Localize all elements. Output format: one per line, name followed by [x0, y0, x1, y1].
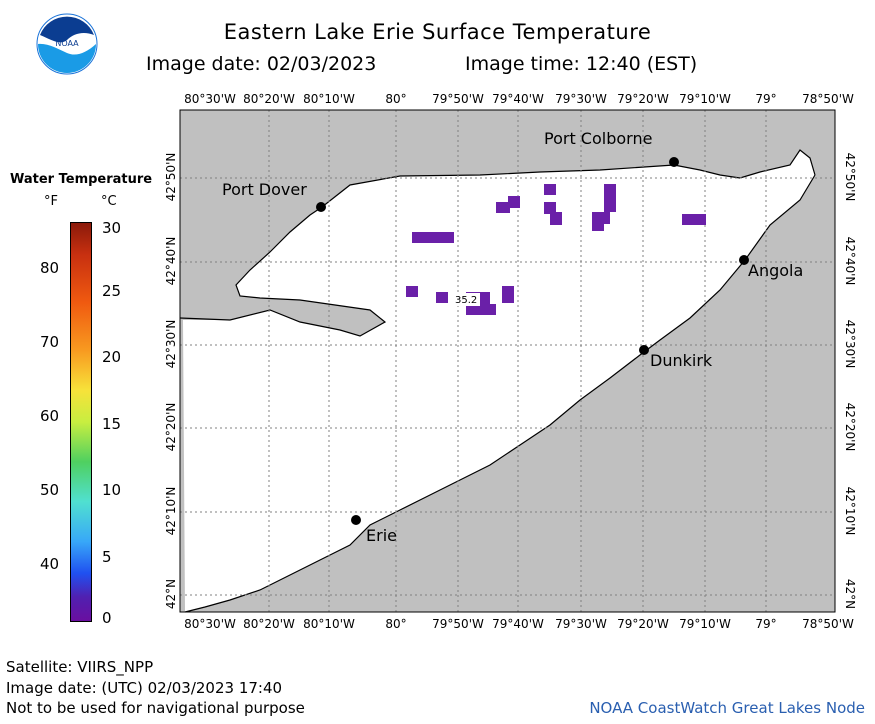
longitude-label: 79°30'W	[555, 617, 607, 631]
celsius-tick: 30	[102, 219, 122, 237]
unit-fahrenheit: °F	[44, 194, 58, 209]
latitude-label: 42°10'N	[843, 486, 857, 536]
celsius-tick: 15	[102, 415, 122, 433]
longitude-label: 80°10'W	[303, 92, 355, 106]
unit-celsius: °C	[101, 194, 117, 209]
longitude-label: 80°	[385, 92, 407, 106]
city-label-port-dover: Port Dover	[222, 180, 307, 199]
latitude-label: 42°30'N	[843, 319, 857, 369]
noaa-logo: NOAA	[36, 13, 98, 75]
graticule	[180, 110, 835, 612]
fahrenheit-tick: 80	[40, 259, 60, 277]
longitude-label: 79°30'W	[555, 92, 607, 106]
longitude-label: 78°50'W	[802, 617, 854, 631]
celsius-tick: 20	[102, 348, 122, 366]
latitude-label: 42°20'N	[843, 402, 857, 452]
longitude-label: 79°20'W	[617, 617, 669, 631]
longitude-label: 80°20'W	[243, 617, 295, 631]
latitude-label: 42°30'N	[164, 319, 178, 369]
longitude-label: 80°	[385, 617, 407, 631]
credit-text: NOAA CoastWatch Great Lakes Node	[589, 699, 865, 717]
annotation-box	[454, 293, 480, 306]
city-dot-dunkirk	[639, 345, 649, 355]
celsius-tick: 0	[102, 609, 112, 627]
south-shoreline	[184, 174, 816, 613]
us-land	[185, 175, 835, 612]
longitude-label: 79°40'W	[492, 92, 544, 106]
latitude-label: 42°N	[164, 578, 178, 610]
temperature-colorbar	[70, 222, 92, 622]
latitude-label: 42°50'N	[843, 152, 857, 202]
image-date: Image date: 02/03/2023	[146, 53, 377, 75]
fahrenheit-tick: 40	[40, 555, 60, 573]
longitude-label: 79°20'W	[617, 92, 669, 106]
longitude-label: 80°20'W	[243, 92, 295, 106]
latitude-label: 42°10'N	[164, 486, 178, 536]
city-dot-port-colborne	[669, 157, 679, 167]
page-title: Eastern Lake Erie Surface Temperature	[223, 20, 652, 44]
longitude-label: 79°10'W	[679, 92, 731, 106]
canada-land	[180, 110, 835, 612]
longitude-label: 79°	[755, 617, 777, 631]
satellite-info: Satellite: VIIRS_NPP	[6, 658, 154, 676]
fahrenheit-tick: 70	[40, 333, 60, 351]
longitude-label: 79°	[755, 92, 777, 106]
fahrenheit-tick: 60	[40, 407, 60, 425]
latitude-label: 42°40'N	[843, 236, 857, 286]
map-frame	[179, 109, 836, 613]
city-label-angola: Angola	[748, 261, 803, 280]
utc-date: Image date: (UTC) 02/03/2023 17:40	[6, 679, 283, 697]
city-label-erie: Erie	[366, 526, 397, 545]
celsius-tick: 25	[102, 282, 122, 300]
city-label-dunkirk: Dunkirk	[650, 351, 713, 370]
svg-text:NOAA: NOAA	[55, 39, 79, 48]
longitude-label: 78°50'W	[802, 92, 854, 106]
longitude-label: 80°30'W	[184, 92, 236, 106]
longitude-label: 79°50'W	[432, 617, 484, 631]
longitude-label: 79°40'W	[492, 617, 544, 631]
celsius-tick: 10	[102, 481, 122, 499]
latitude-label: 42°N	[843, 578, 857, 610]
fahrenheit-tick: 50	[40, 481, 60, 499]
longitude-label: 80°30'W	[184, 617, 236, 631]
city-dot-port-dover	[316, 202, 326, 212]
latitude-label: 42°40'N	[164, 236, 178, 286]
city-label-port-colborne: Port Colborne	[544, 129, 652, 148]
disclaimer: Not to be used for navigational purpose	[6, 699, 305, 717]
celsius-tick: 5	[102, 548, 112, 566]
longitude-label: 80°10'W	[303, 617, 355, 631]
latitude-label: 42°50'N	[164, 152, 178, 202]
city-dot-angola	[739, 255, 749, 265]
lake-water	[183, 150, 815, 612]
image-time: Image time: 12:40 (EST)	[465, 53, 698, 75]
longitude-label: 79°50'W	[432, 92, 484, 106]
latitude-label: 42°20'N	[164, 402, 178, 452]
city-dot-erie	[351, 515, 361, 525]
longitude-label: 79°10'W	[679, 617, 731, 631]
legend-title: Water Temperature	[10, 172, 153, 187]
temperature-annotation: 35.2	[455, 295, 477, 306]
